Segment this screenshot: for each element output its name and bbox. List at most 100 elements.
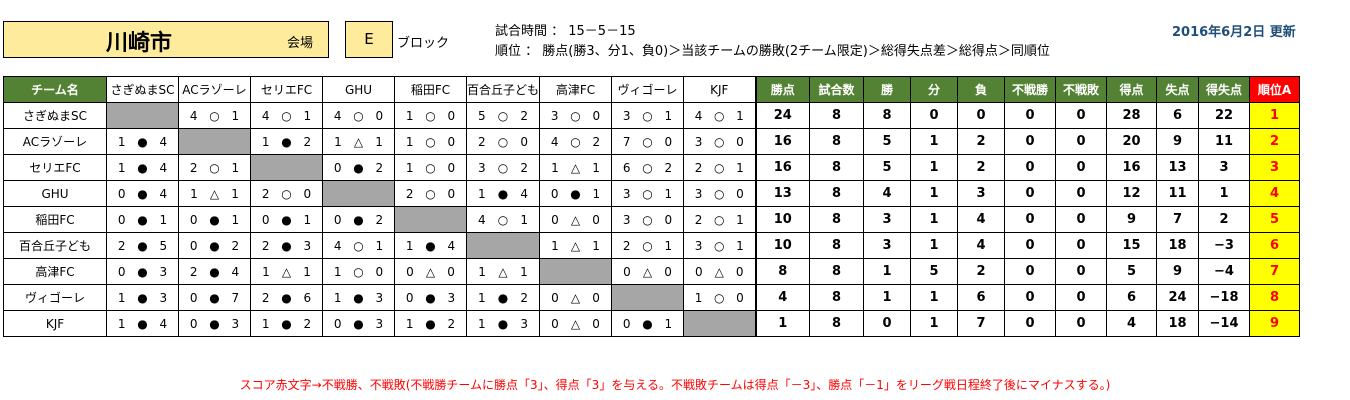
- stat-cell: 0: [1004, 206, 1057, 233]
- score-cell: 0 ● 1: [250, 206, 323, 233]
- score-for: 1: [405, 108, 414, 123]
- score-cell: 7 ○ 0: [611, 128, 685, 155]
- score-cell: 0 ● 2: [322, 206, 395, 233]
- score-result: ○: [642, 134, 653, 149]
- stat-cell: 28: [1106, 102, 1158, 129]
- score-for: 3: [622, 186, 631, 201]
- stat-cell: 1: [1198, 180, 1251, 207]
- score-for: 1: [405, 160, 414, 175]
- stat-cell: 24: [754, 102, 811, 129]
- score-against: 0: [592, 108, 601, 123]
- stat-cell: 0: [1055, 102, 1108, 129]
- score-against: 2: [447, 316, 456, 331]
- stat-cell: 9: [1106, 206, 1158, 233]
- score-for: 1: [478, 186, 486, 201]
- score-result: △: [570, 290, 581, 305]
- score-result: ●: [497, 186, 509, 201]
- score-cell: 0 ● 1: [106, 206, 179, 233]
- score-cell: 3 ○ 0: [683, 128, 757, 155]
- score-for: 1: [117, 316, 126, 331]
- team-name: 高津FC: [3, 258, 107, 285]
- opponent-col-header: ヴィゴーレ: [611, 76, 685, 103]
- score-cell: 1 ● 3: [106, 284, 179, 311]
- score-cell: 1 ● 4: [465, 180, 541, 207]
- stat-cell: 4: [957, 206, 1006, 233]
- score-for: 0: [622, 316, 631, 331]
- score-result: ●: [281, 290, 292, 305]
- score-result: ●: [642, 316, 653, 331]
- stat-cell: 4: [754, 284, 811, 311]
- score-against: 1: [592, 238, 600, 253]
- city-title-box: 川崎市 会場: [3, 21, 329, 58]
- score-cell: 4 ○ 1: [465, 206, 541, 233]
- score-result: ○: [642, 186, 653, 201]
- stat-col-header: 試合数: [809, 76, 865, 103]
- table-row: GHU 0 ● 4 1 △ 1 2 ○ 0 2 ○ 0 1 ● 4 0 ● 1 3 ○ 1 3 ○ 0 13 8 4 1 3 0 0 12 11 1…: [3, 180, 1301, 207]
- updated-date: 2016年6月2日 更新: [1172, 25, 1296, 40]
- score-against: 2: [231, 238, 240, 253]
- score-for: 1: [551, 160, 559, 175]
- stat-cell: 18: [1156, 310, 1200, 337]
- self-match-cell: [106, 102, 179, 129]
- score-for: 0: [117, 264, 126, 279]
- stat-cell: 5: [863, 154, 912, 181]
- stat-cell: 1: [910, 180, 959, 207]
- score-result: ○: [497, 134, 509, 149]
- stat-cell: 8: [809, 206, 865, 233]
- opponent-col-header: KJF: [683, 76, 757, 103]
- score-cell: 2 ○ 1: [683, 154, 757, 181]
- score-result: ●: [137, 290, 148, 305]
- team-name: GHU: [3, 180, 107, 207]
- score-for: 3: [550, 108, 559, 123]
- score-for: 4: [694, 108, 703, 123]
- score-cell: 4 ○ 1: [683, 102, 757, 129]
- score-for: 4: [550, 134, 559, 149]
- score-against: 2: [375, 160, 384, 175]
- rank-cell: 8: [1249, 284, 1301, 311]
- score-cell: 1 ● 4: [106, 128, 179, 155]
- table-row: 百合丘子ども 2 ● 5 0 ● 2 2 ● 3 4 ○ 1 1 ● 4 1 △ 1 2 ○ 1 3 ○ 1 10 8 3 1 4 0 0 15…: [3, 232, 1301, 259]
- score-cell: 6 ○ 2: [611, 154, 685, 181]
- score-result: ○: [425, 108, 436, 123]
- team-name: ヴィゴーレ: [3, 284, 107, 311]
- score-for: 2: [694, 160, 703, 175]
- block-label: ブロック: [397, 36, 450, 51]
- score-against: 0: [520, 134, 528, 149]
- score-against: 4: [159, 160, 168, 175]
- score-against: 0: [664, 212, 673, 227]
- score-for: 1: [405, 134, 414, 149]
- score-for: 0: [405, 290, 414, 305]
- score-cell: 3 ○ 1: [683, 232, 757, 259]
- rank-cell: 1: [1249, 102, 1301, 129]
- rank-cell: 4: [1249, 180, 1301, 207]
- stat-cell: 8: [809, 232, 865, 259]
- stat-cell: 8: [809, 180, 865, 207]
- stat-cell: 1: [910, 206, 959, 233]
- score-cell: 5 ○ 2: [465, 102, 541, 129]
- score-for: 2: [261, 290, 270, 305]
- score-for: 1: [333, 264, 342, 279]
- score-result: ●: [137, 316, 148, 331]
- score-for: 0: [189, 290, 198, 305]
- score-result: △: [570, 160, 581, 175]
- score-for: 2: [694, 212, 703, 227]
- score-for: 1: [333, 290, 342, 305]
- score-against: 4: [231, 264, 240, 279]
- score-against: 0: [375, 264, 384, 279]
- score-result: ○: [642, 160, 653, 175]
- score-cell: 0 ● 3: [394, 284, 467, 311]
- score-result: △: [353, 134, 364, 149]
- score-for: 2: [405, 186, 414, 201]
- score-cell: 1 △ 1: [539, 154, 613, 181]
- score-against: 3: [231, 316, 240, 331]
- stat-cell: 3: [863, 232, 912, 259]
- score-cell: 2 ○ 1: [683, 206, 757, 233]
- score-for: 1: [117, 290, 126, 305]
- score-cell: 0 ● 3: [178, 310, 251, 337]
- score-result: ●: [497, 290, 509, 305]
- stat-cell: 0: [1055, 180, 1108, 207]
- score-cell: 2 ● 5: [106, 232, 179, 259]
- block-letter: E: [345, 21, 393, 58]
- score-for: 2: [622, 238, 631, 253]
- score-result: ●: [353, 212, 364, 227]
